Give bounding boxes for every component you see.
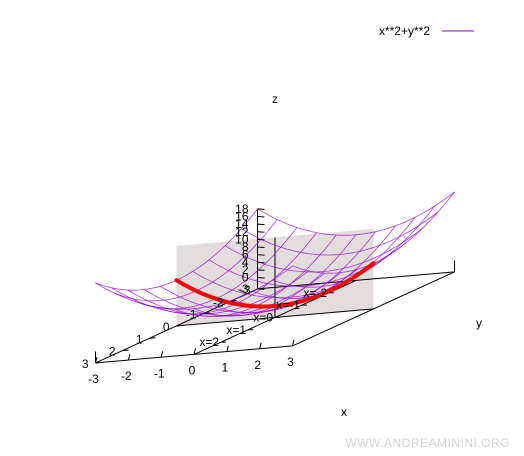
y-tick: [226, 345, 229, 352]
annotation-label: x=-1: [276, 298, 300, 312]
z-tick: [257, 238, 265, 241]
z-tick: [257, 208, 265, 210]
mesh-line-x: [257, 191, 455, 236]
z-tick-label: 2: [242, 263, 249, 277]
annotation-label: x=0: [253, 310, 273, 324]
z-tick: [257, 216, 265, 218]
x-tick: [257, 287, 264, 290]
y-axis-label: y: [476, 316, 482, 330]
y-tick-label: 2: [254, 358, 261, 372]
legend: x**2+y**2: [379, 24, 474, 38]
y-tick: [160, 351, 164, 358]
x-tick-label: -2: [213, 295, 224, 309]
y-tick-label: -3: [88, 372, 99, 386]
z-tick: [257, 223, 265, 226]
y-tick: [259, 342, 262, 349]
z-tick: [257, 277, 265, 279]
x-tick: [203, 312, 210, 315]
x-tick-label: -3: [240, 283, 251, 297]
z-tick-label: -3: [238, 282, 249, 296]
legend-label: x**2+y**2: [379, 24, 430, 38]
z-tick-label: 6: [242, 248, 249, 262]
z-tick-label: 18: [235, 202, 249, 216]
x-tick-labels: -3 -2 -1 0 1 2 3: [82, 283, 264, 371]
x-tick-label: -1: [186, 308, 197, 322]
y-tick: [292, 339, 295, 347]
y-tick-label: 3: [287, 355, 294, 369]
z-tick: [257, 269, 265, 271]
z-tick-label: 12: [235, 225, 249, 239]
x-tick-label: 2: [109, 345, 116, 359]
z-tick: [257, 246, 265, 249]
annotation-label: x=-2: [303, 286, 327, 300]
z-tick: [257, 231, 265, 233]
y-tick: [127, 353, 131, 361]
y-tick-labels: -3 -2 -1 0 1 2 3: [88, 339, 295, 386]
z-tick: [257, 261, 265, 264]
z-tick-label: 16: [235, 210, 249, 224]
y-tick-label: -1: [154, 366, 165, 380]
annotation-label: x=1: [226, 323, 246, 337]
z-axis-label: z: [272, 92, 278, 106]
x-tick: [95, 361, 102, 364]
y-tick: [193, 348, 196, 355]
annotation-label: x=2: [199, 335, 219, 349]
x-tick: [122, 349, 129, 352]
x-tick-label: 1: [136, 332, 143, 346]
y-tick-label: 0: [189, 363, 196, 377]
x-tick: [176, 324, 183, 327]
z-tick-label: 14: [235, 217, 249, 231]
watermark: WWW.ANDREAMININI.ORG: [345, 436, 510, 450]
z-tick: [257, 254, 265, 256]
x-tick: [230, 300, 237, 302]
z-tick-label: 0: [242, 271, 249, 285]
highlight-curve: [174, 261, 376, 309]
z-tick-label: 10: [235, 232, 249, 246]
intersection-curve: [174, 261, 376, 309]
z-tick-label: 4: [242, 255, 249, 269]
z-tick-label: 8: [242, 240, 249, 254]
axes: [95, 208, 455, 364]
y-tick-label: -2: [121, 369, 132, 383]
y-tick: [95, 356, 98, 364]
y-tick-label: 1: [221, 361, 228, 375]
x-tick: [149, 337, 156, 339]
x-tick-label: 3: [82, 357, 89, 371]
annotations: x=-2x=-1x=0 x=1 x=2: [199, 286, 334, 349]
x-axis-label: x: [341, 405, 347, 419]
x-tick-label: 0: [163, 320, 170, 334]
